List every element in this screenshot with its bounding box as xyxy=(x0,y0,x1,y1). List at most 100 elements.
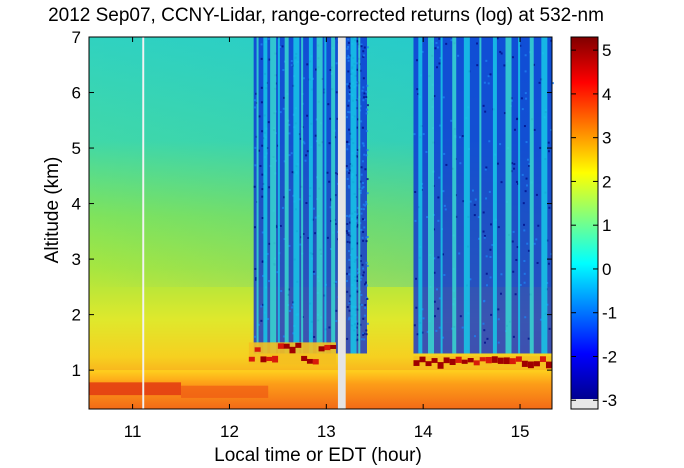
noise-speck xyxy=(416,333,419,336)
noise-speck xyxy=(255,92,258,95)
noise-speck xyxy=(523,260,526,263)
noise-speck xyxy=(349,221,352,224)
noise-speck xyxy=(356,68,359,71)
noise-speck xyxy=(356,272,359,275)
y-axis-ticks: 1 2 3 4 5 6 7 xyxy=(72,28,552,380)
noise-speck xyxy=(361,236,364,239)
cloud-cell xyxy=(295,342,302,348)
noise-speck xyxy=(488,190,491,193)
noise-speck xyxy=(356,149,359,152)
noise-speck xyxy=(335,280,338,283)
noise-speck xyxy=(359,69,362,72)
noise-speck xyxy=(291,171,294,174)
noise-speck xyxy=(496,37,499,40)
noise-speck xyxy=(435,329,438,332)
noise-speck xyxy=(365,108,368,111)
noise-speck xyxy=(348,302,351,305)
noise-speck xyxy=(260,101,263,104)
noise-speck xyxy=(471,189,474,192)
noise-speck xyxy=(482,230,485,233)
noise-speck xyxy=(489,73,492,76)
noise-speck xyxy=(347,38,350,41)
colorbar-ticks: -3 -2 -1 0 1 2 3 4 5 xyxy=(571,41,617,410)
noise-speck xyxy=(356,98,359,101)
noise-speck xyxy=(361,181,364,184)
noise-speck xyxy=(442,190,445,193)
noise-speck xyxy=(355,279,358,282)
noise-speck xyxy=(436,46,439,49)
noise-speck xyxy=(361,160,364,163)
noise-speck xyxy=(487,75,490,78)
noise-speck xyxy=(349,302,352,305)
noise-speck xyxy=(439,124,442,127)
noise-speck xyxy=(355,39,358,42)
noise-speck xyxy=(417,93,420,96)
noise-speck xyxy=(363,92,366,95)
noise-speck xyxy=(517,182,520,185)
noise-speck xyxy=(362,144,365,147)
noise-speck xyxy=(360,120,363,123)
noise-speck xyxy=(527,249,530,252)
noise-speck xyxy=(483,81,486,84)
noise-speck xyxy=(523,125,526,128)
noise-speck xyxy=(363,46,366,49)
noise-speck xyxy=(347,41,350,44)
noise-speck xyxy=(462,200,465,203)
noise-speck xyxy=(539,146,542,149)
noise-speck xyxy=(439,57,442,60)
noise-speck xyxy=(266,252,269,255)
noise-speck xyxy=(443,152,446,155)
noise-speck xyxy=(365,96,368,99)
noise-speck xyxy=(459,315,462,318)
noise-speck xyxy=(415,277,418,280)
noise-speck xyxy=(280,290,283,293)
noise-speck xyxy=(281,45,284,48)
noise-speck xyxy=(503,64,506,67)
noise-speck xyxy=(348,229,351,232)
noise-speck xyxy=(347,56,350,59)
noise-speck xyxy=(366,322,369,325)
noise-speck xyxy=(348,273,351,276)
y-tick-label: 4 xyxy=(72,195,81,214)
noise-speck xyxy=(366,104,369,107)
cloud-cell xyxy=(503,357,510,365)
noise-speck xyxy=(365,296,368,299)
noise-speck xyxy=(362,55,365,58)
noise-speck xyxy=(347,70,350,73)
noise-speck xyxy=(474,335,477,338)
signal-column-20 xyxy=(505,37,512,354)
noise-speck xyxy=(362,218,365,221)
noise-speck xyxy=(335,309,338,312)
noise-speck xyxy=(253,335,256,338)
noise-speck xyxy=(348,266,351,269)
noise-speck xyxy=(435,41,438,44)
noise-speck xyxy=(282,107,285,110)
noise-speck xyxy=(348,186,351,189)
noise-speck xyxy=(348,93,351,96)
noise-speck xyxy=(434,47,437,50)
colorbar-frame xyxy=(570,36,599,410)
noise-speck xyxy=(433,271,436,274)
cloud-cell xyxy=(419,356,426,363)
signal-column-3 xyxy=(277,37,280,354)
noise-speck xyxy=(450,39,453,42)
chart-title: 2012 Sep07, CCNY-Lidar, range-corrected … xyxy=(48,5,604,26)
noise-speck xyxy=(422,133,425,136)
noise-speck xyxy=(288,132,291,135)
signal-column-22 xyxy=(529,37,534,354)
noise-speck xyxy=(359,254,362,257)
noise-speck xyxy=(524,190,527,193)
noise-speck xyxy=(533,242,536,245)
noise-speck xyxy=(347,233,350,236)
noise-speck xyxy=(548,206,551,209)
noise-speck xyxy=(346,56,349,59)
noise-speck xyxy=(283,196,286,199)
noise-speck xyxy=(362,271,365,274)
noise-speck xyxy=(356,81,359,84)
noise-speck xyxy=(362,317,365,320)
noise-speck xyxy=(485,166,488,169)
signal-column-10 xyxy=(331,37,336,354)
noise-speck xyxy=(523,272,526,275)
cloud-cell xyxy=(283,343,290,349)
